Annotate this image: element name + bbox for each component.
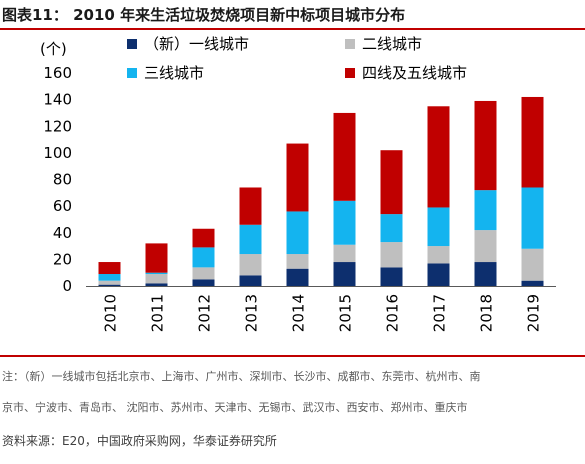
x-tick-label: 2011 [149, 294, 167, 332]
bar-segment [474, 190, 497, 231]
bar-segment [145, 243, 168, 273]
x-tick-label: 2017 [431, 294, 449, 332]
bar-segment [286, 254, 309, 269]
bar-segment [521, 280, 544, 286]
legend-swatch [127, 68, 137, 78]
bar-segment [380, 242, 403, 268]
bar-segment [98, 284, 121, 286]
bar-segment [427, 246, 450, 264]
note-line-1: 注：（新）一线城市包括北京市、上海市、广州市、深圳市、长沙市、成都市、东莞市、杭… [2, 370, 481, 383]
x-tick-label: 2018 [478, 294, 496, 332]
x-tick-label: 2010 [102, 294, 120, 332]
bar-segment [98, 262, 121, 275]
legend-swatch [127, 39, 137, 49]
bar-segment [333, 200, 356, 245]
y-tick-label: 160 [43, 64, 72, 82]
y-axis-unit-label: (个) [40, 40, 67, 58]
bar-segment [239, 275, 262, 286]
x-tick-label: 2015 [337, 294, 355, 332]
legend-label: （新）一线城市 [144, 35, 249, 53]
x-tick-label: 2016 [384, 294, 402, 332]
bar-segment [474, 230, 497, 263]
bar-segment [239, 254, 262, 276]
bar-segment [380, 150, 403, 215]
x-tick-label: 2019 [525, 294, 543, 332]
bar-segment [427, 207, 450, 247]
bar-segment [98, 280, 121, 285]
bar-segment [145, 272, 168, 275]
y-tick-label: 120 [43, 117, 72, 135]
bar-segment [333, 112, 356, 201]
bar-segment [333, 262, 356, 286]
bar-segment [521, 96, 544, 188]
legend-label: 三线城市 [144, 64, 204, 82]
bar-segment [286, 268, 309, 286]
bar-segment [192, 228, 215, 248]
legend-label: 二线城市 [362, 35, 422, 53]
chart-title: 图表11： 2010 年来生活垃圾焚烧项目新中标项目城市分布 [2, 6, 406, 24]
bar-segment [427, 263, 450, 286]
title-divider [0, 28, 585, 30]
x-tick-label: 2012 [196, 294, 214, 332]
bar-segment [98, 274, 121, 281]
y-tick-label: 80 [53, 171, 72, 189]
bar-segment [333, 244, 356, 263]
source-line: 资料来源：E20，中国政府采购网，华泰证券研究所 [2, 434, 277, 448]
bar-segment [192, 267, 215, 280]
bar-segment [286, 143, 309, 212]
legend-label: 四线及五线城市 [362, 64, 467, 82]
legend-swatch [345, 39, 355, 49]
bar-segment [521, 187, 544, 249]
bar-segment [474, 262, 497, 286]
y-tick-label: 60 [53, 197, 72, 215]
y-tick-label: 0 [62, 277, 72, 295]
bar-segment [145, 283, 168, 286]
bar-segment [380, 267, 403, 286]
bar-segment [239, 224, 262, 255]
notes-divider [0, 355, 585, 357]
y-tick-label: 100 [43, 144, 72, 162]
bar-segment [286, 211, 309, 255]
y-tick-label: 140 [43, 91, 72, 109]
bar-segment [145, 274, 168, 284]
x-tick-label: 2013 [243, 294, 261, 332]
bar-segment [474, 100, 497, 191]
legend-swatch [345, 68, 355, 78]
bar-segment [427, 106, 450, 208]
bar-segment [192, 279, 215, 286]
bar-segment [380, 214, 403, 243]
bar-segment [192, 247, 215, 268]
x-tick-label: 2014 [290, 294, 308, 332]
y-tick-label: 20 [53, 250, 72, 268]
y-tick-label: 40 [53, 224, 72, 242]
bar-segment [521, 248, 544, 281]
bar-segment [239, 187, 262, 225]
note-line-2: 京市、宁波市、青岛市、 沈阳市、苏州市、天津市、无锡市、武汉市、西安市、郑州市、… [2, 401, 468, 414]
